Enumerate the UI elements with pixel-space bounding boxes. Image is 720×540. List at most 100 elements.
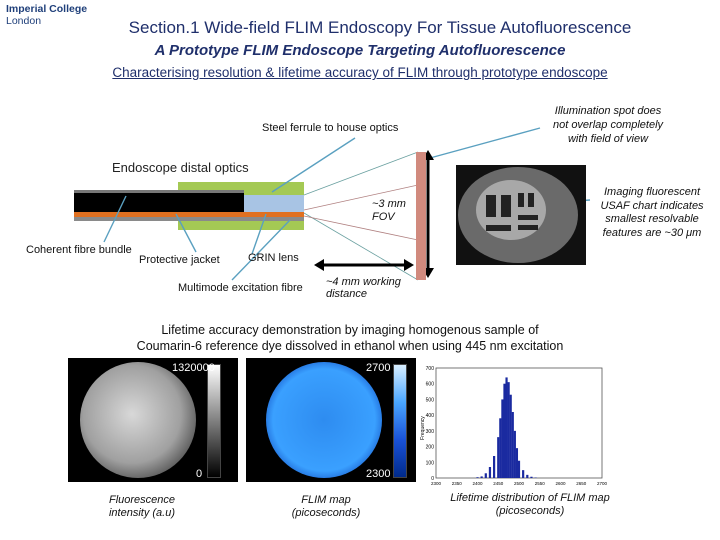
imaging-line3: smallest resolvable — [605, 213, 699, 225]
fov-line1: ~3 mm — [372, 198, 406, 210]
usaf-bar3 — [518, 193, 524, 207]
hist-bar — [515, 448, 519, 478]
wd-arrow-head-right — [404, 259, 414, 271]
ferrule-pointer — [271, 137, 356, 193]
hist-bar — [505, 377, 508, 478]
flim-map-image — [246, 358, 416, 482]
fov-line2: FOV — [372, 211, 395, 223]
page-title: Section.1 Wide-field FLIM Endoscopy For … — [128, 18, 632, 37]
logo-line2: London — [6, 15, 42, 27]
hist-bar — [476, 477, 479, 478]
lifetime-line2: Coumarin-6 reference dye dissolved in et… — [136, 339, 564, 353]
usaf-pattern — [458, 167, 578, 263]
fov-line-top — [303, 151, 419, 196]
fluorescence-disc — [80, 362, 196, 478]
excitation-fibre — [74, 212, 304, 217]
illum-pointer — [429, 127, 541, 159]
imperial-logo: Imperial College London — [6, 3, 87, 27]
hist-xtick-label: 2600 — [555, 481, 566, 486]
illum-line2: not overlap completely — [552, 119, 664, 131]
hist-bar — [517, 460, 521, 478]
hist-bar — [522, 470, 525, 478]
lifetime-description: Lifetime accuracy demonstration by imagi… — [60, 322, 640, 354]
imaging-note: Imaging fluorescent USAF chart indicates… — [588, 186, 716, 240]
illum-line-top — [303, 184, 419, 211]
usaf-image — [456, 165, 586, 265]
illum-line3: with field of view — [567, 133, 649, 145]
hist-xtick-label: 2700 — [597, 481, 608, 486]
flim-colorbar — [393, 364, 407, 478]
hist-bar — [501, 399, 504, 478]
hist-bar — [499, 418, 502, 478]
caption-flim: FLIM map (picoseconds) — [276, 494, 376, 520]
grin-pointer — [251, 213, 267, 255]
caption-fluor-line2: intensity (a.u) — [108, 507, 176, 519]
lifetime-line1: Lifetime accuracy demonstration by imagi… — [161, 323, 539, 337]
grin-lens — [244, 195, 304, 213]
hist-xtick-label: 2400 — [472, 481, 483, 486]
hist-bar — [484, 473, 487, 478]
hist-bar — [488, 467, 492, 478]
hist-bar — [513, 430, 516, 478]
wd-arrow-head-left — [314, 259, 324, 271]
usaf-bar7 — [486, 225, 511, 231]
caption-fluor-line1: Fluorescence — [108, 494, 176, 506]
hist-ytick-label: 0 — [431, 476, 434, 482]
jacket-pointer — [175, 213, 197, 253]
intensity-colorbar — [207, 364, 221, 478]
hist-bars — [476, 377, 537, 478]
hist-yticks: 0 100 200 300 400 500 600 700 — [426, 366, 435, 482]
hist-ytick-label: 100 — [426, 460, 435, 466]
page-subtitle: A Prototype FLIM Endoscope Targeting Aut… — [154, 42, 566, 59]
hist-xtick-label: 2500 — [514, 481, 525, 486]
multimode-fibre-label: Multimode excitation fibre — [178, 282, 303, 294]
endoscope-label: Endoscope distal optics — [112, 160, 249, 175]
hist-xtick-label: 2550 — [535, 481, 546, 486]
hist-bar — [497, 437, 500, 478]
fov-label: ~3 mm FOV — [372, 198, 406, 224]
hist-plot-area — [435, 367, 603, 479]
fluor-spot — [80, 362, 196, 478]
intensity-bar-max: 1320000 — [172, 362, 215, 374]
coherent-fibre-bundle — [74, 190, 244, 212]
wd-line1: ~4 mm working — [326, 276, 401, 288]
protective-jacket-label: Protective jacket — [139, 254, 220, 266]
hist-bar — [511, 412, 514, 478]
caption-histogram: Lifetime distribution of FLIM map (picos… — [436, 492, 624, 518]
illum-line-bottom — [303, 215, 419, 241]
wd-line2: distance — [326, 288, 367, 300]
lifetime-histogram: Frequency 0 100 200 300 400 500 600 700 2300 235… — [420, 366, 608, 486]
hist-xtick-label: 2300 — [431, 481, 442, 486]
caption-hist-line1: Lifetime distribution of FLIM map — [450, 492, 610, 504]
usaf-bar6 — [518, 225, 538, 230]
flim-bar-max: 2700 — [366, 362, 391, 374]
hist-ytick-label: 600 — [426, 382, 435, 388]
hist-ytick-label: 200 — [426, 445, 435, 451]
hist-ytick-label: 700 — [426, 366, 435, 372]
imaging-line1: Imaging fluorescent — [604, 186, 700, 198]
bundle-pointer — [103, 195, 127, 243]
caption-fluorescence: Fluorescence intensity (a.u) — [92, 494, 192, 520]
hist-bar — [526, 474, 529, 478]
coherent-bundle-label: Coherent fibre bundle — [26, 244, 132, 256]
illumination-note: Illumination spot does not overlap compl… — [540, 104, 676, 146]
endoscope-diagram — [74, 127, 591, 281]
usaf-bar1 — [486, 195, 496, 217]
jacket-bottom — [74, 217, 304, 221]
caption-flim-line2: (picoseconds) — [291, 507, 361, 519]
grin-lens-label: GRIN lens — [248, 252, 299, 264]
hist-xtick-label: 2450 — [493, 481, 504, 486]
usaf-bar2 — [501, 195, 511, 217]
multimode-pointer — [231, 219, 291, 281]
caption-hist-line2: (picoseconds) — [495, 505, 565, 517]
bundle-top-jacket — [74, 190, 244, 193]
section-heading: Characterising resolution & lifetime acc… — [112, 65, 608, 80]
usaf-bar5 — [518, 215, 538, 220]
hist-bar — [530, 476, 533, 478]
hist-xticks: 2300 2350 2400 2450 2500 2550 2600 2650 2700 — [431, 481, 608, 486]
hist-ytick-label: 400 — [426, 413, 435, 419]
imaging-line4: features are ~30 μm — [602, 226, 702, 239]
intensity-bar-min: 0 — [196, 468, 203, 480]
hist-ytick-label: 500 — [426, 397, 435, 403]
fov-line-bottom — [303, 212, 419, 281]
